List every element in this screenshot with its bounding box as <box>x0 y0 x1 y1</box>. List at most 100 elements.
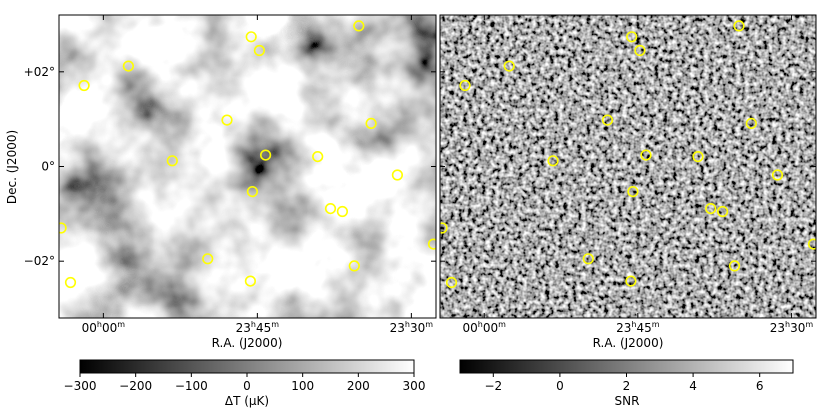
temperature-colorbar-tick-label: −100 <box>175 379 208 393</box>
temperature-map-source-marker <box>324 203 337 215</box>
snr-map-source-marker <box>459 79 471 92</box>
temperature-map-source-marker <box>260 149 272 161</box>
snr-colorbar-tick-label: 0 <box>556 379 564 393</box>
temperature-map-source-marker <box>246 186 258 198</box>
snr-map-source-marker <box>733 20 745 32</box>
snr-map-source-marker <box>728 260 741 272</box>
temperature-map-source-marker <box>365 117 377 129</box>
snr-map-source-marker <box>716 205 729 218</box>
temperature-colorbar-tick-label: 200 <box>347 379 370 393</box>
ra-hours: 00 <box>463 321 478 335</box>
temperature-map-source-marker <box>312 151 324 163</box>
snr-map-sources <box>440 20 816 289</box>
snr-map-source-marker <box>547 155 559 167</box>
ra-minutes-unit: m <box>498 320 506 329</box>
temperature-map-source-marker <box>245 31 257 43</box>
snr-map-source-marker <box>440 222 448 234</box>
snr-colorbar-tick-label: −2 <box>484 379 502 393</box>
ra-minutes-unit: m <box>805 320 813 329</box>
temperature-map-x-tick-label: 23h45m <box>236 320 280 335</box>
temperature-colorbar-tick-label: 0 <box>243 379 251 393</box>
temperature-map-source-marker <box>353 20 365 32</box>
ra-minutes-unit: m <box>117 320 125 329</box>
temperature-map-ticks: 00h00m 23h45m 23h30m+02°0°−02° <box>24 15 436 335</box>
snr-map-source-marker <box>807 238 816 250</box>
snr-colorbar-tick-label: 2 <box>623 379 631 393</box>
ra-minutes: 45 <box>256 321 271 335</box>
ra-hours: 23 <box>236 321 251 335</box>
ra-hours: 23 <box>390 321 405 335</box>
snr-map-source-marker <box>601 114 614 126</box>
temperature-map-source-marker <box>253 44 265 57</box>
temperature-map-source-marker <box>122 60 134 72</box>
ra-minutes: 00 <box>102 321 117 335</box>
ra-hours: 00 <box>82 321 97 335</box>
snr-map-source-marker <box>692 151 704 163</box>
right-x-axis-label: R.A. (J2000) <box>593 336 664 350</box>
temperature-map-source-marker <box>78 79 90 92</box>
ra-minutes: 30 <box>790 321 805 335</box>
temperature-colorbar-tick-label: 100 <box>291 379 314 393</box>
snr-map-source-marker <box>634 44 646 57</box>
ra-hours-unit: h <box>785 320 790 329</box>
snr-map-source-marker <box>625 275 637 287</box>
temperature-colorbar-ticks: −300 −200 −100 0 100 200 300 <box>64 373 426 393</box>
snr-map-source-marker <box>771 169 784 181</box>
snr-colorbar-tick-label: 6 <box>756 379 764 393</box>
temperature-map-source-marker <box>59 222 67 234</box>
temperature-map-y-tick-label: −02° <box>24 254 55 268</box>
snr-map-image <box>440 15 816 318</box>
ra-minutes: 45 <box>636 321 651 335</box>
temperature-map-source-marker <box>64 276 77 289</box>
temperature-colorbar-label: ΔT (μK) <box>225 394 269 408</box>
ra-minutes-unit: m <box>425 320 433 329</box>
snr-map-source-marker <box>445 276 458 289</box>
ra-minutes-unit: m <box>271 320 279 329</box>
ra-hours-unit: h <box>478 320 483 329</box>
temperature-map-source-marker <box>244 275 256 287</box>
snr-map-source-marker <box>627 186 639 198</box>
snr-map-x-tick-label: 23h45m <box>616 320 660 335</box>
snr-map-ticks: 00h00m 23h45m 23h30m <box>440 15 816 335</box>
snr-colorbar-label: SNR <box>615 394 640 408</box>
snr-map-panel: 00h00m 23h45m 23h30m <box>439 14 817 335</box>
snr-map-source-marker <box>745 117 757 129</box>
temperature-map-source-marker <box>427 238 436 250</box>
ra-hours-unit: h <box>251 320 256 329</box>
temperature-colorbar-gradient <box>79 359 415 374</box>
temperature-colorbar-tick-label: −300 <box>64 379 97 393</box>
snr-colorbar-ticks: −2 0 2 4 6 <box>484 373 764 393</box>
ra-minutes: 30 <box>410 321 425 335</box>
left-x-axis-label: R.A. (J2000) <box>212 336 283 350</box>
ra-hours-unit: h <box>405 320 410 329</box>
temperature-colorbar-tick-label: −200 <box>119 379 152 393</box>
temperature-map-x-tick-label: 00h00m <box>82 320 126 335</box>
temperature-map-y-tick-label: +02° <box>24 65 55 79</box>
ra-minutes: 00 <box>483 321 498 335</box>
ra-hours-unit: h <box>631 320 636 329</box>
temperature-map-x-tick-label: 23h30m <box>390 320 434 335</box>
temperature-map-sources <box>59 20 436 289</box>
snr-map-source-marker <box>705 203 717 215</box>
snr-colorbar: −2 0 2 4 6 SNR <box>459 359 794 408</box>
snr-map-source-marker <box>582 253 594 265</box>
temperature-map-source-marker <box>221 114 233 126</box>
temperature-map-source-marker <box>348 260 360 272</box>
ra-hours-unit: h <box>97 320 102 329</box>
left-y-axis-label: Dec. (J2000) <box>5 130 19 204</box>
temperature-map-source-marker <box>391 169 404 181</box>
ra-minutes-unit: m <box>652 320 660 329</box>
temperature-map-source-marker <box>336 205 349 218</box>
snr-colorbar-gradient <box>459 359 794 374</box>
temperature-colorbar: −300 −200 −100 0 100 200 300 ΔT (μK) <box>64 359 426 408</box>
temperature-map-y-tick-label: 0° <box>41 160 55 174</box>
snr-map-source-marker <box>626 31 638 43</box>
temperature-colorbar-tick-label: 300 <box>403 379 426 393</box>
snr-map-source-marker <box>640 149 652 161</box>
temperature-map-source-marker <box>166 155 178 167</box>
temperature-map-image <box>59 15 436 318</box>
snr-map-x-tick-label: 23h30m <box>770 320 814 335</box>
ra-hours: 23 <box>770 321 785 335</box>
snr-map-source-marker <box>503 60 515 72</box>
